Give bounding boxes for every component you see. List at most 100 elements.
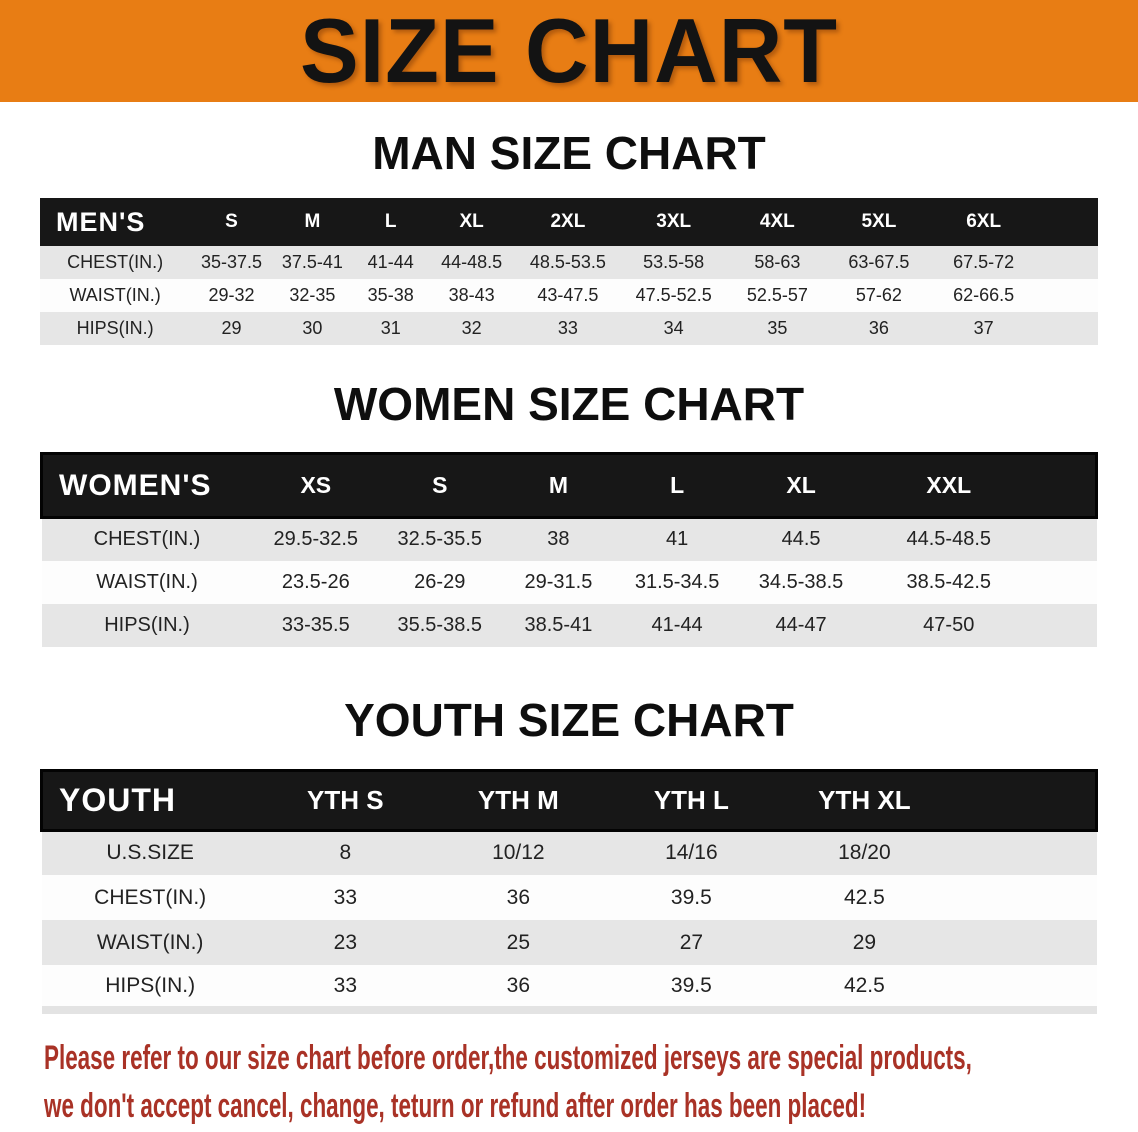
size-column-header: S xyxy=(190,198,273,246)
value-cell: 33-35.5 xyxy=(252,603,380,647)
value-cell: 37 xyxy=(928,312,1039,345)
value-cell: 29 xyxy=(777,920,951,965)
value-cell: 34 xyxy=(621,312,726,345)
value-cell: 32 xyxy=(429,312,514,345)
table-row: U.S.SIZE 8 10/12 14/16 18/20 xyxy=(41,830,1097,875)
banner: SIZE CHART xyxy=(0,0,1138,102)
row-filler xyxy=(950,920,1097,965)
row-label: WAIST(IN.) xyxy=(41,920,259,965)
value-cell: 32.5-35.5 xyxy=(379,517,501,561)
row-filler xyxy=(950,965,1097,1010)
value-cell: 38 xyxy=(500,517,617,561)
size-column-header: 3XL xyxy=(621,198,726,246)
value-cell: 44.5-48.5 xyxy=(864,517,1034,561)
row-label: CHEST(IN.) xyxy=(40,246,191,279)
value-cell: 30 xyxy=(272,312,353,345)
row-label: CHEST(IN.) xyxy=(41,875,259,920)
value-cell: 53.5-58 xyxy=(621,246,726,279)
value-cell: 33 xyxy=(513,312,622,345)
row-filler xyxy=(1033,603,1097,647)
table-row: CHEST(IN.) 29.5-32.5 32.5-35.5 38 41 44.5 44.5… xyxy=(41,517,1097,561)
value-cell: 35-37.5 xyxy=(190,246,273,279)
value-cell: 8 xyxy=(258,830,432,875)
table-row: HIPS(IN.) 33 36 39.5 42.5 xyxy=(41,965,1097,1010)
header-filler xyxy=(1033,452,1099,519)
value-cell: 35 xyxy=(725,312,830,345)
value-cell: 41-44 xyxy=(616,603,738,647)
value-cell: 58-63 xyxy=(725,246,830,279)
size-column-header: 2XL xyxy=(513,198,622,246)
size-column-header: YTH XL xyxy=(777,768,951,832)
footer-notice: Please refer to our size chart before or… xyxy=(44,1034,1138,1130)
value-cell: 29-31.5 xyxy=(500,560,617,604)
value-cell: 36 xyxy=(829,312,929,345)
row-filler xyxy=(1033,560,1097,604)
value-cell: 38.5-41 xyxy=(500,603,617,647)
value-cell: 10/12 xyxy=(431,830,605,875)
size-column-header: M xyxy=(272,198,353,246)
size-column-header: XXL xyxy=(864,452,1034,519)
value-cell: 57-62 xyxy=(829,279,929,312)
value-cell: 44.5 xyxy=(737,517,865,561)
value-cell: 47.5-52.5 xyxy=(621,279,726,312)
value-cell: 62-66.5 xyxy=(928,279,1039,312)
value-cell: 34.5-38.5 xyxy=(737,560,865,604)
value-cell: 41 xyxy=(616,517,738,561)
value-cell: 42.5 xyxy=(777,875,951,920)
table-row: CHEST(IN.) 33 36 39.5 42.5 xyxy=(41,875,1097,920)
row-filler xyxy=(1033,517,1097,561)
row-filler xyxy=(950,830,1097,875)
value-cell: 32-35 xyxy=(272,279,353,312)
table-row: WAIST(IN.) 29-32 32-35 35-38 38-43 43-47.5 47.… xyxy=(40,279,1098,312)
row-label: U.S.SIZE xyxy=(41,830,259,875)
size-column-header: L xyxy=(616,452,738,519)
value-cell: 44-48.5 xyxy=(429,246,514,279)
row-label: CHEST(IN.) xyxy=(41,517,253,561)
header-row: YOUTH YTH S YTH M YTH L YTH XL xyxy=(39,768,1098,832)
value-cell: 23 xyxy=(258,920,432,965)
row-filler xyxy=(1038,246,1098,279)
section-title-women: WOMEN SIZE CHART xyxy=(333,378,805,430)
size-column-header: 5XL xyxy=(829,198,929,246)
value-cell: 33 xyxy=(258,875,432,920)
table-group-label: MEN'S xyxy=(40,198,191,246)
size-column-header: 6XL xyxy=(928,198,1039,246)
value-cell: 38-43 xyxy=(429,279,514,312)
value-cell: 26-29 xyxy=(379,560,501,604)
size-table-youth: YOUTH YTH S YTH M YTH L YTH XL U.S.SIZE 8 10/12… xyxy=(39,768,1098,1014)
header-filler xyxy=(1038,198,1098,246)
table-row: CHEST(IN.) 35-37.5 37.5-41 41-44 44-48.5 48.5… xyxy=(40,246,1098,279)
value-cell: 33 xyxy=(258,965,432,1010)
size-column-header: YTH S xyxy=(258,768,432,832)
value-cell: 52.5-57 xyxy=(725,279,830,312)
value-cell: 35-38 xyxy=(352,279,430,312)
table-row: HIPS(IN.) 33-35.5 35.5-38.5 38.5-41 41-44 44-… xyxy=(41,603,1097,647)
value-cell: 29.5-32.5 xyxy=(252,517,380,561)
row-filler xyxy=(1038,279,1098,312)
value-cell: 39.5 xyxy=(604,875,778,920)
value-cell: 36 xyxy=(431,965,605,1010)
row-label: HIPS(IN.) xyxy=(41,965,259,1010)
value-cell: 63-67.5 xyxy=(829,246,929,279)
value-cell: 39.5 xyxy=(604,965,778,1010)
value-cell: 43-47.5 xyxy=(513,279,622,312)
row-filler xyxy=(1038,312,1098,345)
value-cell: 23.5-26 xyxy=(252,560,380,604)
row-label: HIPS(IN.) xyxy=(40,312,191,345)
row-label: WAIST(IN.) xyxy=(41,560,253,604)
table-group-label: WOMEN'S xyxy=(40,452,253,519)
size-table-men: MEN'S S M L XL 2XL 3XL 4XL 5XL 6XL CHEST(IN.) 35-37… xyxy=(40,198,1098,345)
section-women: WOMEN SIZE CHART WOMEN'S XS S M L XL XXL CHEST(… xyxy=(0,381,1138,647)
table-row: WAIST(IN.) 23.5-26 26-29 29-31.5 31.5-34.5 34… xyxy=(41,560,1097,604)
section-title-men: MAN SIZE CHART xyxy=(372,127,766,179)
value-cell: 31.5-34.5 xyxy=(616,560,738,604)
footer-line-2: we don't accept cancel, change, teturn o… xyxy=(44,1087,867,1125)
row-filler xyxy=(950,875,1097,920)
section-men: MAN SIZE CHART MEN'S S M L XL 2XL 3XL 4XL 5XL 6XL… xyxy=(0,130,1138,345)
header-row: MEN'S S M L XL 2XL 3XL 4XL 5XL 6XL xyxy=(40,198,1098,246)
size-table-women: WOMEN'S XS S M L XL XXL CHEST(IN.) 29.5-32.5 32.5… xyxy=(40,452,1099,647)
value-cell: 31 xyxy=(352,312,430,345)
value-cell: 42.5 xyxy=(777,965,951,1010)
header-filler xyxy=(950,768,1098,832)
size-column-header: YTH L xyxy=(604,768,778,832)
